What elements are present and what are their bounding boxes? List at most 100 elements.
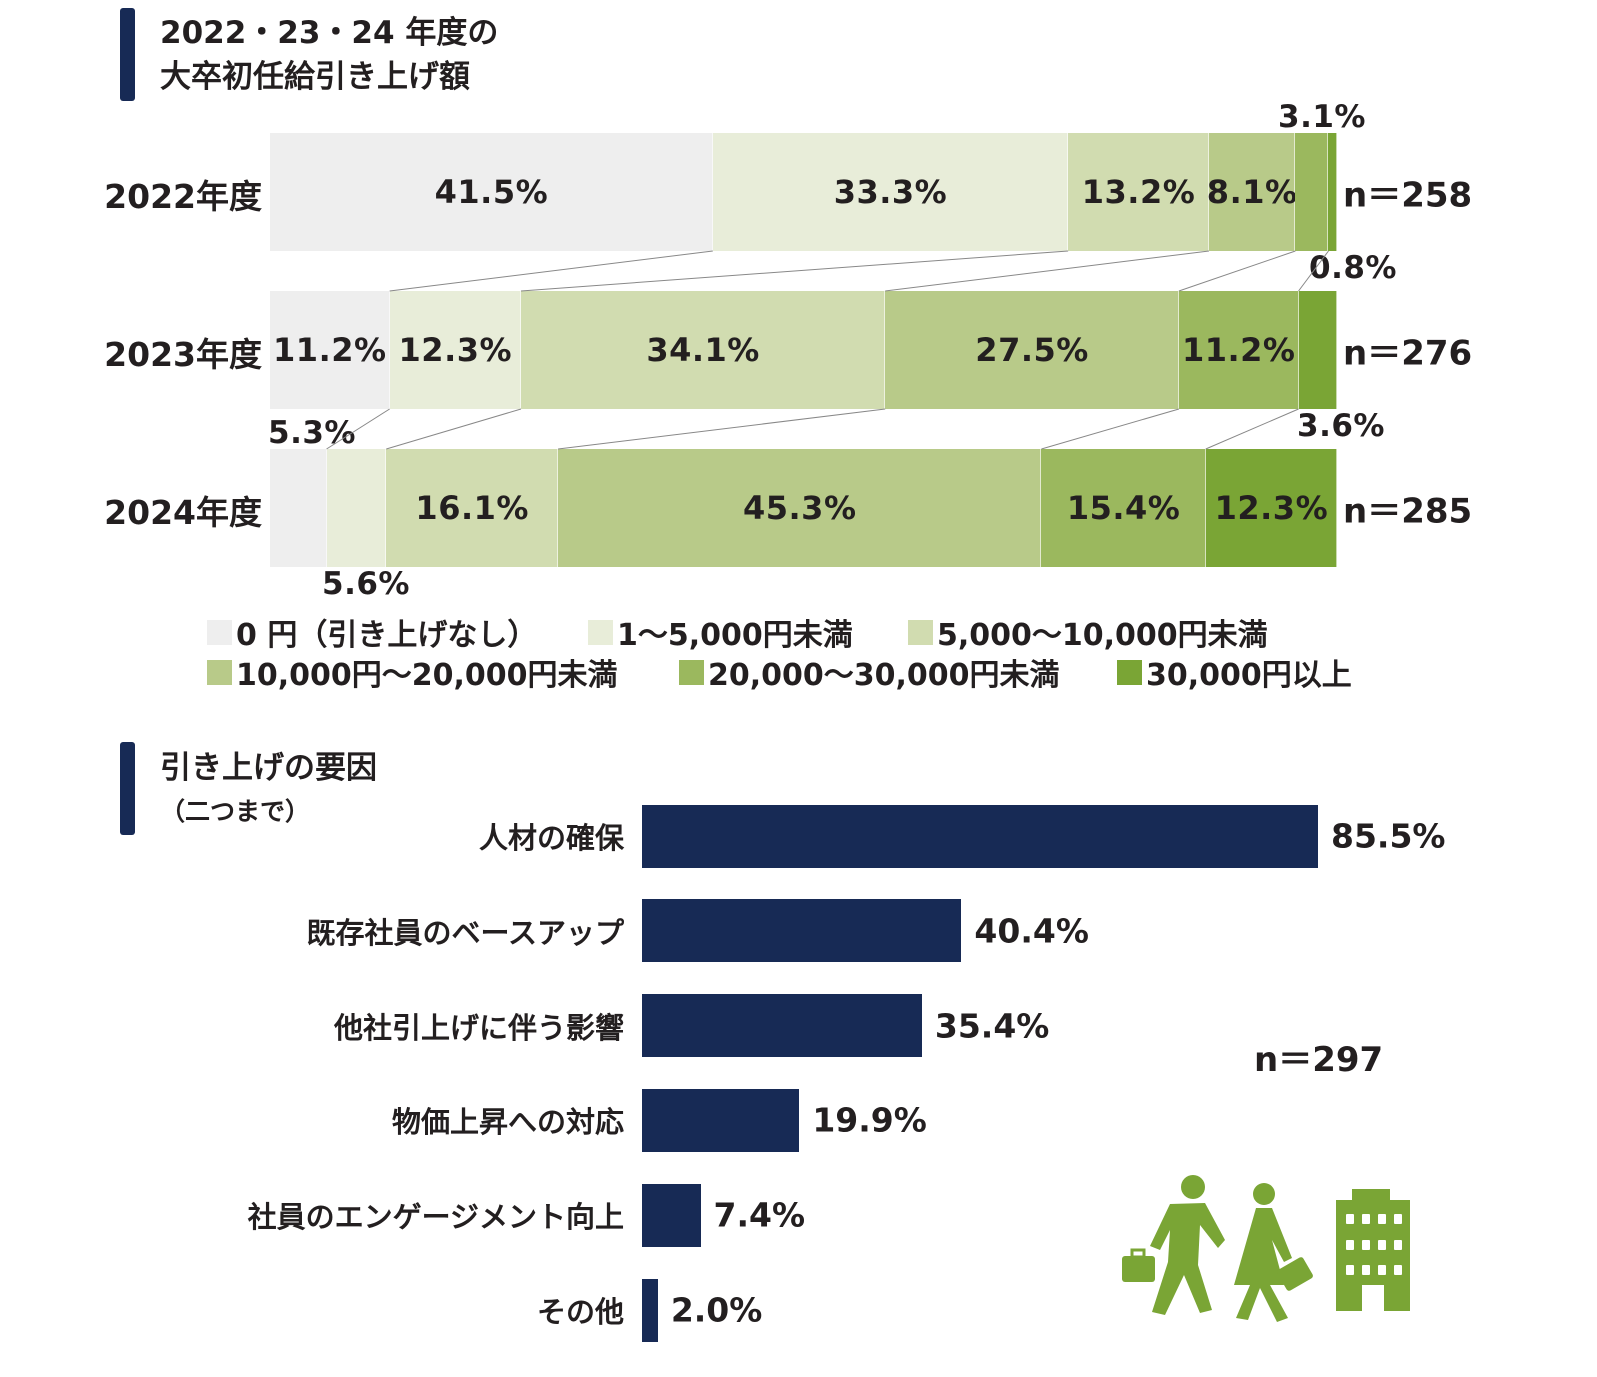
connector-line (1205, 408, 1299, 450)
segment-value-label: 33.3% (833, 173, 948, 211)
bar-segment (520, 291, 886, 409)
title-accent-bar (120, 8, 135, 101)
n-label: n＝258 (1343, 175, 1473, 216)
legend-swatch (588, 619, 613, 645)
bar-segment (558, 449, 1042, 567)
title-accent-bar (120, 742, 135, 835)
segment-value-label: 3.6% (1297, 408, 1385, 444)
category-label: 社員のエンゲージメント向上 (247, 1200, 624, 1235)
legend-label: 5,000〜10,000円未満 (937, 618, 1268, 653)
legend-item: 20,000〜30,000円未満 (679, 650, 1060, 694)
segment-value-label: 13.2% (1081, 173, 1196, 211)
segment-value-label: 0.8% (1309, 250, 1397, 286)
bar (642, 899, 962, 963)
segment-value-label: 45.3% (742, 489, 857, 527)
segment-value-label: 3.1% (1278, 99, 1366, 135)
legend-swatch (908, 619, 933, 645)
row-label: 2023年度 (104, 335, 262, 374)
legend-item: 10,000円〜20,000円未満 (207, 650, 618, 694)
row-label: 2024年度 (104, 493, 262, 532)
bar-segment (1328, 133, 1337, 251)
segment-value-label: 12.3% (1214, 489, 1329, 527)
n-label: n＝297 (1254, 1040, 1384, 1080)
segment-value-label: 12.3% (398, 331, 513, 369)
row-label: 2022年度 (104, 177, 262, 216)
bar-segment (1295, 133, 1329, 251)
bar-segment (270, 291, 390, 409)
segment-value-label: 27.5% (975, 331, 1089, 369)
chart1-title-line2: 大卒初任給引き上げ額 (160, 59, 470, 95)
bar-segment (1208, 133, 1296, 251)
chart2-title: 引き上げの要因 (160, 750, 377, 786)
value-label: 2.0% (670, 1290, 763, 1330)
bar (642, 1278, 658, 1342)
value-label: 7.4% (713, 1195, 806, 1235)
legend-swatch (207, 659, 232, 685)
businesswoman-with-briefcase-icon (1234, 1183, 1313, 1322)
connector-line (326, 408, 390, 450)
bar (642, 804, 1318, 868)
bar-segment (326, 449, 387, 567)
businessman-with-briefcase-icon (1122, 1175, 1225, 1315)
legend-label: 30,000円以上 (1146, 658, 1352, 693)
legend-swatch (207, 619, 232, 645)
bar (642, 1088, 800, 1152)
n-label: n＝276 (1343, 333, 1473, 374)
legend-label: 10,000円〜20,000円未満 (236, 658, 618, 693)
chart1-title-line1: 2022・23・24 年度の (160, 15, 499, 51)
category-label: 他社引上げに伴う影響 (333, 1010, 624, 1045)
bar-segment (712, 133, 1069, 251)
segment-value-label: 34.1% (646, 331, 760, 369)
value-label: 19.9% (812, 1100, 927, 1140)
segment-value-label: 11.2% (273, 331, 387, 369)
legend-swatch (1117, 659, 1142, 685)
value-label: 85.5% (1331, 816, 1446, 856)
legend-label: 20,000〜30,000円未満 (708, 658, 1060, 693)
connector-line (389, 250, 713, 292)
bar-segment (1178, 291, 1299, 409)
connector-line (885, 250, 1210, 292)
legend-item: 30,000円以上 (1117, 650, 1352, 694)
legend-label: 0 円（引き上げなし） (236, 618, 538, 653)
legend-item: 0 円（引き上げなし） (207, 610, 537, 654)
legend-swatch (679, 659, 704, 685)
chart1-title: 2022・23・24 年度の 大卒初任給引き上げ額 (160, 11, 498, 99)
bar-segment (389, 291, 521, 409)
connector-line (1178, 250, 1296, 292)
bar-segment (386, 449, 559, 567)
legend-item: 5,000〜10,000円未満 (908, 610, 1268, 654)
chart2-subtitle: （二つまで） (160, 797, 311, 826)
bar-segment (270, 133, 713, 251)
bar-segment (1298, 291, 1337, 409)
value-label: 35.4% (934, 1006, 1050, 1046)
legend-item: 1〜5,000円未満 (588, 610, 853, 654)
bar (642, 994, 922, 1058)
category-label: 人材の確保 (478, 821, 624, 855)
bar-segment (1205, 449, 1337, 567)
segment-value-label: 8.1% (1206, 173, 1298, 211)
connector-line (558, 408, 886, 450)
connector-line (520, 250, 1069, 292)
office-building-icon (1336, 1189, 1410, 1311)
bar-segment (270, 449, 327, 567)
category-label: その他 (536, 1295, 624, 1329)
connector-lines (326, 250, 1329, 450)
segment-value-label: 15.4% (1066, 489, 1181, 527)
segment-value-label: 5.6% (322, 566, 410, 602)
bar (642, 1183, 701, 1247)
connector-line (1298, 250, 1329, 292)
segment-value-label: 5.3% (268, 415, 356, 451)
segment-value-label: 41.5% (434, 173, 549, 211)
category-label: 物価上昇への対応 (391, 1105, 624, 1140)
segment-value-label: 16.1% (415, 489, 529, 527)
connector-line (386, 408, 522, 450)
bar-segment (1041, 449, 1206, 567)
value-label: 40.4% (974, 911, 1089, 951)
category-label: 既存社員のベースアップ (306, 915, 624, 950)
bar-segment (1068, 133, 1209, 251)
n-label: n＝285 (1343, 491, 1473, 532)
connector-line (1041, 408, 1180, 450)
bar-segment (885, 291, 1179, 409)
legend-label: 1〜5,000円未満 (617, 618, 853, 653)
segment-value-label: 11.2% (1181, 331, 1296, 369)
